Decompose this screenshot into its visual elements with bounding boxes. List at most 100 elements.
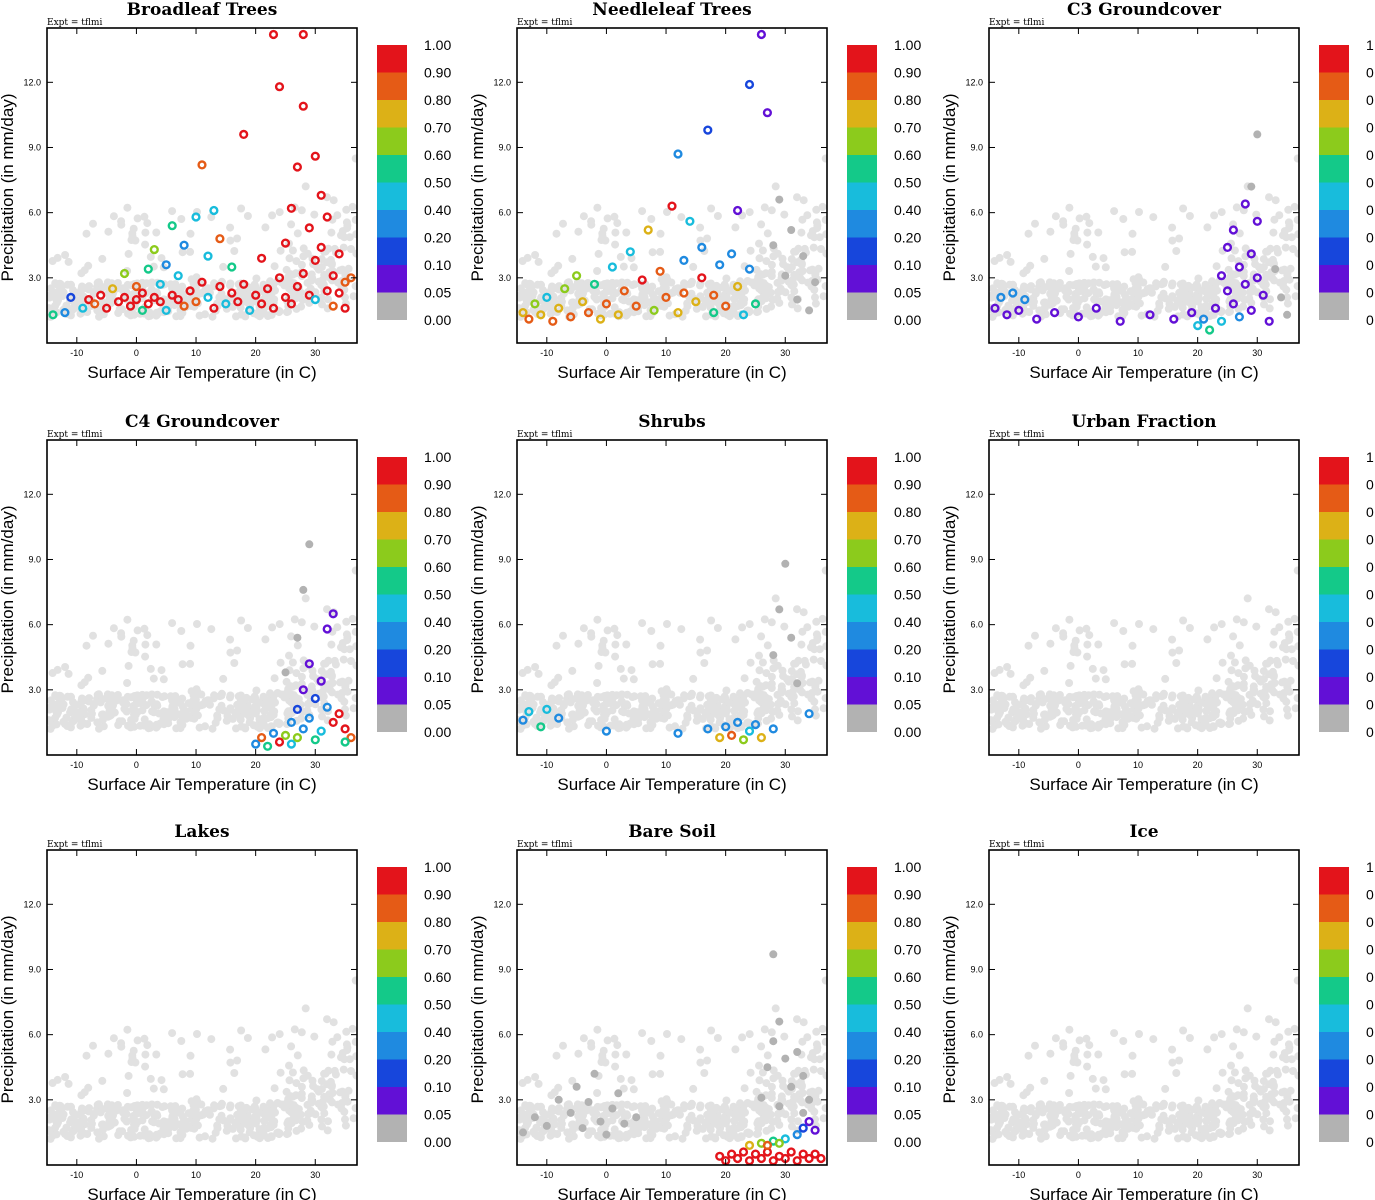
background-point — [1179, 1026, 1188, 1035]
background-point — [574, 1049, 583, 1058]
background-point — [631, 711, 640, 720]
panel-title: Broadleaf Trees — [127, 0, 278, 20]
background-point — [293, 229, 302, 238]
background-point — [168, 207, 177, 216]
colorbar-label: 0.90 — [424, 887, 451, 903]
data-point — [572, 1082, 581, 1091]
background-point — [610, 1034, 619, 1043]
background-point — [625, 709, 634, 718]
background-point — [241, 312, 250, 321]
background-point — [523, 665, 532, 674]
y-tick-label: 6.0 — [970, 208, 983, 218]
plot-frame — [988, 27, 1300, 344]
background-point — [1293, 694, 1299, 703]
data-point — [340, 303, 350, 313]
background-point — [297, 1082, 306, 1091]
data-point — [328, 301, 338, 311]
background-point — [136, 1109, 145, 1118]
colorbar-label: 0.80 — [424, 92, 451, 108]
background-point — [287, 698, 296, 707]
background-point — [1071, 224, 1080, 233]
background-point — [160, 1102, 169, 1111]
colorbar-label: 0.20 — [424, 230, 451, 246]
data-point — [685, 216, 695, 226]
background-point — [294, 695, 303, 704]
background-point — [259, 692, 268, 701]
background-point — [230, 247, 239, 255]
background-point — [763, 229, 772, 238]
background-point — [142, 1101, 151, 1110]
background-point — [1026, 283, 1035, 292]
colorbar-label: 0.10 — [1366, 257, 1375, 273]
y-tick-label: 6.0 — [970, 620, 983, 630]
colorbar-label: 0.40 — [1366, 202, 1375, 218]
background-point — [311, 1110, 320, 1119]
background-point — [646, 1128, 655, 1137]
data-point — [340, 724, 350, 734]
x-tick-label: 30 — [310, 348, 320, 358]
background-point — [771, 594, 780, 603]
background-point — [313, 263, 321, 272]
data-point — [756, 29, 767, 40]
background-point — [297, 618, 306, 627]
background-point — [242, 1103, 251, 1112]
background-point — [788, 687, 797, 696]
background-point — [731, 635, 740, 644]
background-point — [89, 219, 97, 228]
background-point — [777, 688, 786, 697]
background-point — [230, 1069, 239, 1077]
background-point — [89, 700, 98, 708]
data-point — [631, 301, 641, 311]
background-point — [613, 1041, 622, 1050]
background-point — [656, 247, 665, 256]
data-point — [715, 1151, 725, 1161]
colorbar-label: 1.00 — [424, 859, 451, 875]
x-tick-label: 10 — [661, 1170, 671, 1180]
background-point — [317, 1115, 326, 1124]
background-point — [791, 659, 800, 668]
background-point — [714, 704, 723, 712]
colorbar-swatch — [377, 677, 407, 705]
background-point — [787, 667, 796, 676]
background-point — [815, 233, 824, 242]
background-point — [1239, 672, 1248, 681]
background-point — [1289, 1067, 1297, 1075]
background-point — [696, 236, 705, 245]
background-point — [796, 1077, 805, 1086]
data-point — [589, 279, 600, 289]
data-point — [322, 212, 332, 222]
background-point — [1291, 292, 1299, 301]
background-point — [1112, 301, 1121, 310]
background-point — [1078, 309, 1087, 318]
background-point — [266, 689, 275, 698]
background-point — [1003, 720, 1011, 729]
data-point — [697, 242, 707, 253]
background-point — [568, 1120, 576, 1129]
background-point — [285, 1076, 294, 1085]
background-point — [128, 1115, 137, 1124]
background-point — [288, 658, 297, 667]
background-point — [612, 279, 621, 288]
background-point — [1284, 205, 1293, 214]
data-point — [744, 1140, 755, 1151]
background-point — [767, 1082, 776, 1091]
background-point — [589, 698, 597, 707]
background-point — [553, 1130, 562, 1138]
background-point — [989, 292, 997, 301]
background-point — [1168, 279, 1177, 288]
data-point — [155, 279, 165, 289]
background-point — [1003, 663, 1012, 671]
background-point — [618, 707, 627, 716]
colorbar-label: 0.60 — [894, 969, 921, 985]
background-point — [1175, 234, 1184, 243]
background-point — [1110, 1029, 1119, 1038]
background-point — [323, 1126, 332, 1135]
background-point — [811, 293, 819, 302]
background-point — [769, 664, 778, 673]
background-point — [323, 605, 331, 614]
data-point — [607, 262, 618, 272]
data-point — [263, 284, 273, 294]
data-point — [298, 268, 308, 279]
background-point — [1179, 616, 1188, 625]
